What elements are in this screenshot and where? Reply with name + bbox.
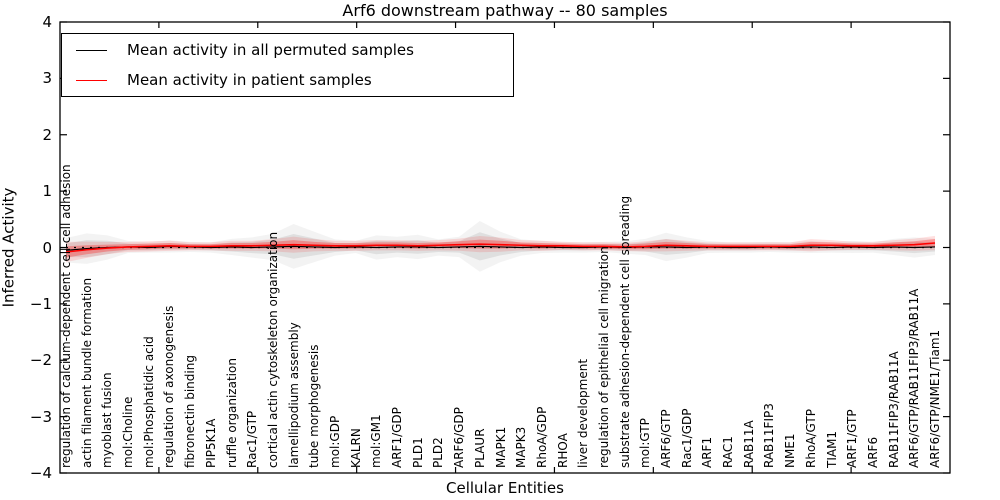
x-tick-label: mol:GM1 [369, 414, 384, 468]
x-tick-label: RHOA [555, 433, 570, 468]
x-tick-label: PLD1 [410, 437, 425, 468]
y-tick-label: 1 [42, 182, 52, 201]
x-tick-label: ARF1/GTP [845, 409, 860, 468]
x-tick-label: ruffle organization [224, 358, 239, 468]
x-tick-label: ARF6/GTP [659, 409, 674, 468]
x-tick-label: PIP5K1A [203, 418, 218, 468]
x-tick-label: RAB11FIP3/RAB11A [886, 351, 901, 468]
x-tick-label: cortical actin cytoskeleton organization [265, 231, 280, 468]
x-tick-label: ARF6/GDP [452, 407, 467, 468]
x-tick-label: RAB11A [741, 420, 756, 468]
chart-title: Arf6 downstream pathway -- 80 samples [342, 1, 668, 20]
x-tick-label: TIAM1 [824, 430, 839, 468]
x-tick-label: PLAUR [472, 428, 487, 468]
y-tick-label: −1 [29, 294, 52, 313]
legend-item-permuted: Mean activity in all permuted samples [76, 37, 513, 63]
legend: Mean activity in all permuted samples Me… [61, 33, 514, 97]
legend-item-patient: Mean activity in patient samples [76, 67, 513, 93]
x-tick-label: fibronectin binding [183, 355, 198, 468]
y-tick-label: −4 [29, 464, 52, 482]
x-tick-label: regulation of epithelial cell migration [596, 246, 611, 468]
x-tick-label: lamellipodium assembly [286, 322, 301, 468]
x-tick-label: RhoA/GTP [803, 409, 818, 468]
x-tick-label: regulation of axonogenesis [162, 305, 177, 468]
y-tick-label: 2 [42, 125, 52, 144]
x-tick-label: ARF1/GDP [390, 407, 405, 468]
x-tick-label: RAC1 [721, 436, 736, 468]
permuted-line-swatch [76, 49, 107, 51]
x-tick-label: PLD2 [431, 437, 446, 468]
patient-band-inner [66, 239, 935, 258]
legend-label-permuted: Mean activity in all permuted samples [127, 41, 414, 59]
patient-mean-line [65, 242, 936, 253]
x-tick-label: ARF6/GTP/RAB11FIP3/RAB11A [907, 288, 922, 468]
x-tick-label: MAPK1 [493, 426, 508, 468]
patient-band-outer [66, 235, 935, 263]
x-tick-label: ARF1 [700, 436, 715, 468]
x-axis-label: Cellular Entities [446, 479, 564, 497]
x-tick-label: ARF6 [865, 436, 880, 468]
x-tick-label: mol:Choline [121, 396, 136, 468]
x-tick-label: mol:GDP [327, 415, 342, 468]
x-tick-label: substrate adhesion-dependent cell spread… [617, 195, 632, 468]
y-tick-label: 3 [42, 69, 52, 88]
x-tick-label: mol:GTP [638, 418, 653, 468]
x-tick-label: KALRN [348, 428, 363, 468]
patient-line-swatch [76, 79, 107, 81]
permuted-mean-line [65, 245, 936, 251]
x-tick-label: RhoA/GDP [534, 406, 549, 468]
y-tick-label: 4 [42, 13, 52, 31]
x-tick-label: regulation of calcium-dependent cell-cel… [59, 164, 73, 468]
y-tick-label: −3 [29, 407, 52, 426]
x-tick-label: ARF6/GTP/NME1/Tiam1 [928, 329, 942, 468]
x-tick-label: actin filament bundle formation [79, 277, 94, 468]
x-tick-label: RAB11FIP3 [762, 403, 777, 468]
x-tick-label: MAPK3 [514, 426, 529, 468]
x-tick-label: mol:Phosphatidic acid [141, 336, 156, 468]
x-tick-label: Rac1/GTP [245, 410, 260, 468]
x-tick-label: liver development [576, 358, 591, 468]
x-tick-label: myoblast fusion [100, 372, 115, 468]
x-tick-label: Rac1/GDP [679, 408, 694, 468]
legend-label-patient: Mean activity in patient samples [127, 71, 372, 89]
y-tick-label: −2 [29, 351, 52, 370]
x-tick-label: tube morphogenesis [307, 344, 322, 468]
x-tick-label: NME1 [783, 433, 798, 468]
y-tick-label: 0 [42, 238, 52, 257]
